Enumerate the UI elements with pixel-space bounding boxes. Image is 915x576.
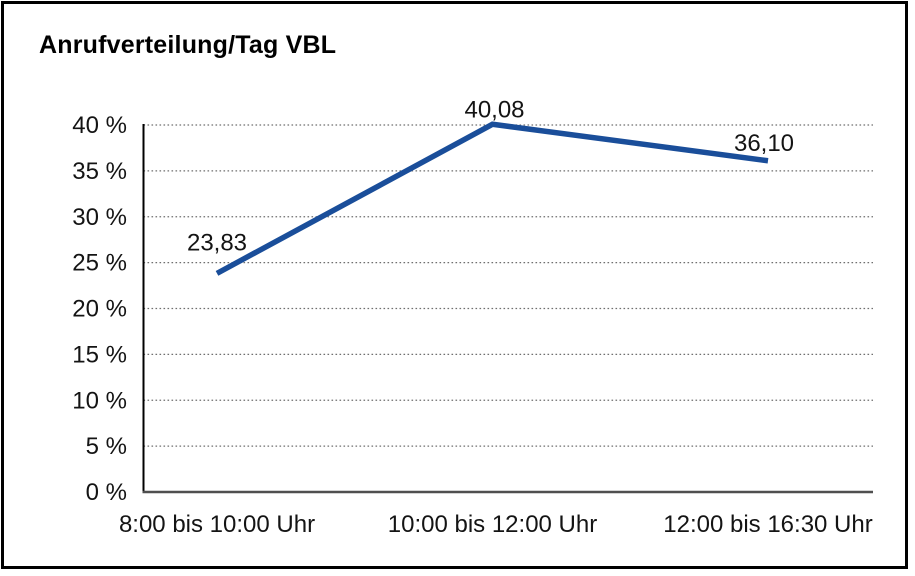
chart-frame: [1, 1, 908, 569]
data-point-label: 23,83: [187, 229, 247, 256]
data-point-label: 36,10: [734, 130, 794, 157]
y-tick-label: 35 %: [72, 158, 127, 185]
y-tick-label: 5 %: [86, 433, 127, 460]
y-tick-label: 25 %: [72, 250, 127, 277]
x-axis-label: 12:00 bis 16:30 Uhr: [663, 511, 872, 538]
y-tick-label: 15 %: [72, 341, 127, 368]
x-axis-label: 8:00 bis 10:00 Uhr: [119, 511, 315, 538]
y-tick-label: 20 %: [72, 296, 127, 323]
y-tick-label: 0 %: [86, 479, 127, 506]
chart-title: Anrufverteilung/Tag VBL: [39, 31, 337, 59]
y-tick-label: 10 %: [72, 387, 127, 414]
data-point-label: 40,08: [464, 96, 524, 123]
y-tick-label: 30 %: [72, 204, 127, 231]
data-line: [215, 121, 769, 276]
y-tick-label: 40 %: [72, 112, 127, 139]
x-axis-label: 10:00 bis 12:00 Uhr: [388, 511, 597, 538]
